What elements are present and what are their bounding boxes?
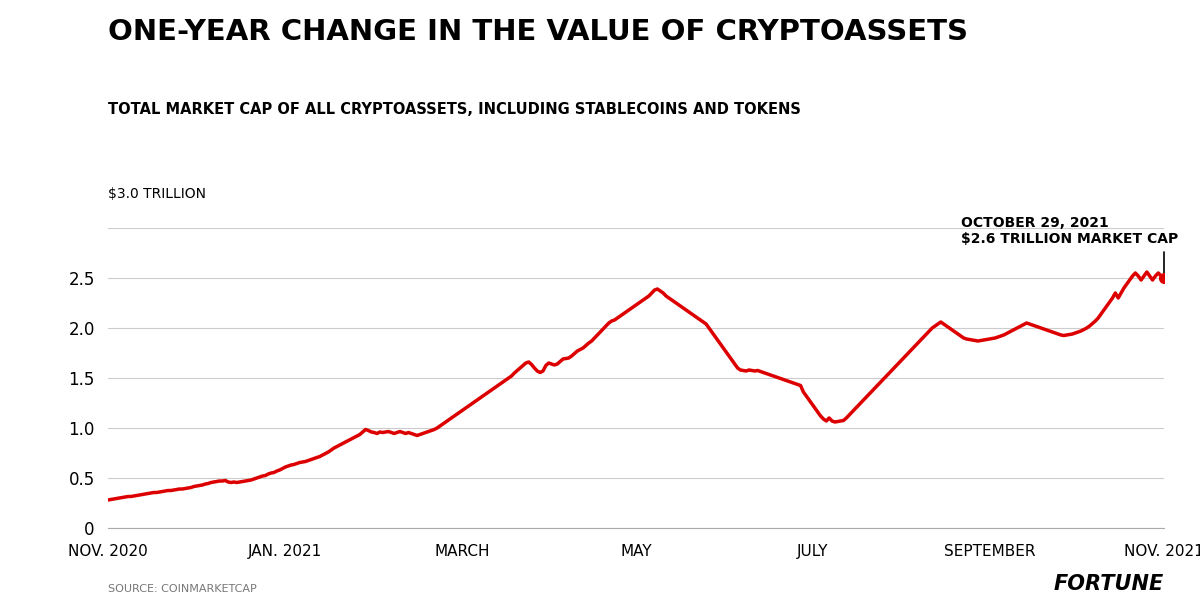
Text: FORTUNE: FORTUNE <box>1054 574 1164 594</box>
Text: ONE-YEAR CHANGE IN THE VALUE OF CRYPTOASSETS: ONE-YEAR CHANGE IN THE VALUE OF CRYPTOAS… <box>108 18 968 46</box>
Text: TOTAL MARKET CAP OF ALL CRYPTOASSETS, INCLUDING STABLECOINS AND TOKENS: TOTAL MARKET CAP OF ALL CRYPTOASSETS, IN… <box>108 102 800 117</box>
Text: $3.0 TRILLION: $3.0 TRILLION <box>108 187 206 201</box>
Text: OCTOBER 29, 2021
$2.6 TRILLION MARKET CAP: OCTOBER 29, 2021 $2.6 TRILLION MARKET CA… <box>961 216 1178 275</box>
Text: SOURCE: COINMARKETCAP: SOURCE: COINMARKETCAP <box>108 584 257 594</box>
